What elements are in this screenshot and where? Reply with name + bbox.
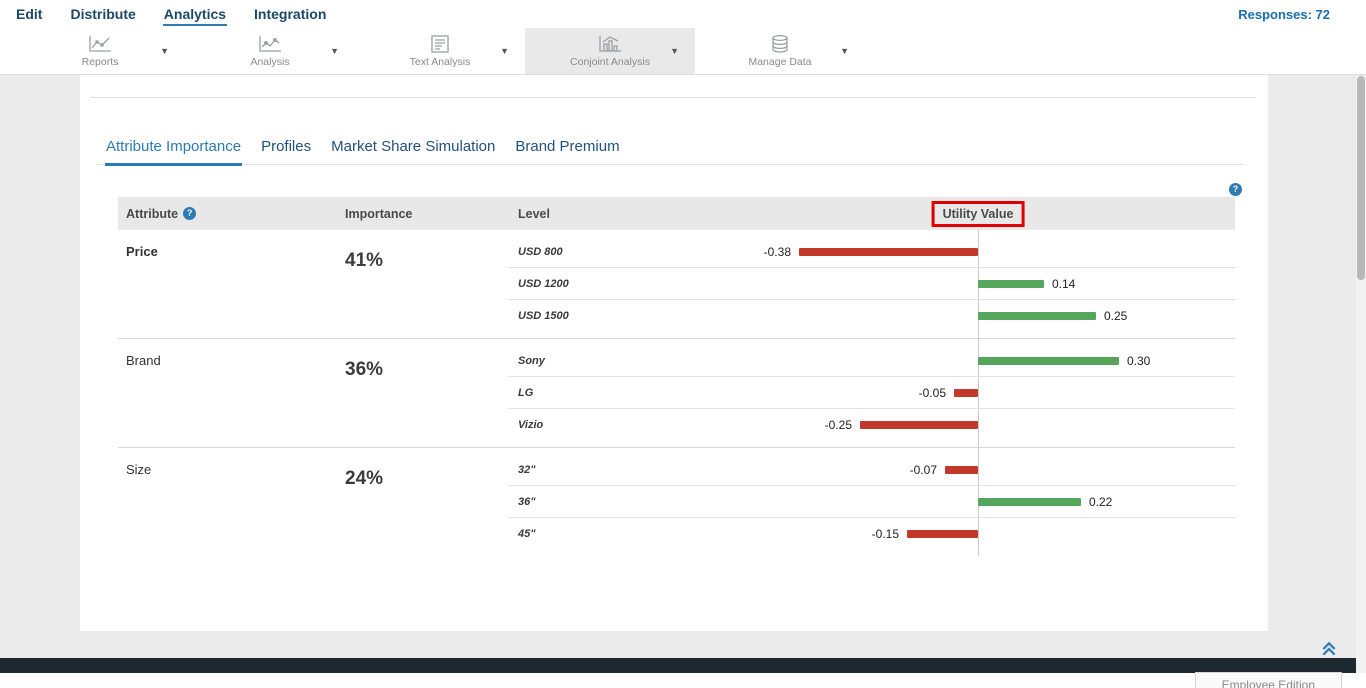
toolbar-item-label: Manage Data bbox=[748, 56, 812, 68]
tab-market-share-simulation[interactable]: Market Share Simulation bbox=[331, 138, 496, 155]
attribute-group-size: Size 24% 32" -0.07 36" 0.22 45" bbox=[118, 448, 1235, 556]
utility-value-label: 0.30 bbox=[1127, 353, 1151, 368]
text-analysis-icon bbox=[429, 34, 451, 54]
zero-axis-line bbox=[978, 230, 979, 556]
importance-value: 41% bbox=[345, 250, 384, 271]
toolbar-item-text-analysis[interactable]: Text Analysis ▼ bbox=[355, 28, 525, 74]
responses-count: Responses: 72 bbox=[1238, 6, 1330, 22]
chevron-down-icon[interactable]: ▼ bbox=[500, 46, 509, 56]
header-attribute: Attribute bbox=[126, 206, 179, 221]
utility-bar bbox=[978, 498, 1081, 506]
nav-item-integration[interactable]: Integration bbox=[254, 5, 327, 22]
attribute-help-icon[interactable]: ? bbox=[183, 207, 197, 220]
utility-value-label: 0.25 bbox=[1104, 309, 1128, 323]
toolbar-item-label: Text Analysis bbox=[409, 56, 471, 68]
level-row: Sony 0.30 bbox=[508, 345, 1235, 377]
level-label: 32" bbox=[518, 463, 536, 476]
level-label: LG bbox=[518, 386, 534, 399]
toolbar-item-label: Reports bbox=[81, 56, 119, 68]
header-importance: Importance bbox=[345, 206, 413, 221]
level-label: USD 1500 bbox=[518, 310, 569, 322]
nav-item-analytics[interactable]: Analytics bbox=[162, 3, 228, 26]
level-row: 32" -0.07 bbox=[508, 454, 1235, 486]
scrollbar-thumb[interactable] bbox=[1357, 76, 1365, 280]
level-label: Sony bbox=[518, 354, 545, 367]
utility-value-highlight: Utility Value bbox=[931, 200, 1025, 227]
level-label: 45" bbox=[518, 528, 536, 540]
level-row: USD 1500 0.25 bbox=[508, 300, 1235, 332]
conjoint-tabs: Attribute Importance Profiles Market Sha… bbox=[96, 132, 1244, 166]
level-row: 36" 0.22 bbox=[508, 486, 1235, 518]
analytics-toolbar: Reports ▼ Analysis ▼ Text Analysis ▼ Con… bbox=[0, 28, 1366, 75]
top-nav: Edit Distribute Analytics Integration Re… bbox=[0, 0, 1366, 28]
chevron-down-icon[interactable]: ▼ bbox=[330, 46, 339, 56]
utility-bar bbox=[954, 389, 978, 397]
level-row: Vizio -0.25 bbox=[508, 409, 1235, 441]
nav-item-edit[interactable]: Edit bbox=[16, 5, 43, 22]
utility-value-label: -0.07 bbox=[909, 462, 937, 477]
header-utility-value: Utility Value bbox=[942, 206, 1014, 221]
attribute-importance-table: Attribute ? Importance Level Utility Val… bbox=[118, 197, 1235, 556]
toolbar-item-label: Analysis bbox=[250, 56, 290, 68]
utility-bar bbox=[978, 312, 1096, 320]
level-label: 36" bbox=[518, 495, 536, 508]
table-header-row: Attribute ? Importance Level Utility Val… bbox=[118, 197, 1235, 230]
importance-value: 24% bbox=[345, 468, 384, 489]
utility-bar bbox=[978, 280, 1044, 288]
utility-bar bbox=[860, 421, 978, 429]
help-icon[interactable]: ? bbox=[1229, 183, 1242, 196]
edition-badge: Employee Edition bbox=[1194, 672, 1342, 688]
database-icon bbox=[769, 34, 791, 54]
table-body: Price 41% USD 800 -0.38 USD 1200 0.14 US… bbox=[118, 230, 1235, 556]
toolbar-item-manage-data[interactable]: Manage Data ▼ bbox=[695, 28, 865, 74]
attribute-group-price: Price 41% USD 800 -0.38 USD 1200 0.14 US… bbox=[118, 230, 1235, 339]
attribute-name: Size bbox=[126, 462, 152, 477]
scroll-to-top-button[interactable] bbox=[1320, 640, 1338, 663]
level-row: USD 800 -0.38 bbox=[508, 236, 1235, 268]
utility-value-label: 0.14 bbox=[1052, 276, 1076, 291]
toolbar-item-reports[interactable]: Reports ▼ bbox=[15, 28, 185, 74]
utility-bar bbox=[945, 466, 978, 474]
tab-attribute-importance[interactable]: Attribute Importance bbox=[96, 132, 251, 166]
double-chevron-up-icon bbox=[1322, 641, 1336, 656]
utility-bar bbox=[907, 530, 978, 538]
toolbar-item-label: Conjoint Analysis bbox=[570, 56, 650, 68]
utility-value-label: 0.22 bbox=[1089, 494, 1113, 509]
chevron-down-icon[interactable]: ▼ bbox=[670, 46, 679, 56]
attribute-name: Price bbox=[126, 244, 158, 259]
attribute-group-brand: Brand 36% Sony 0.30 LG -0.05 Vizio bbox=[118, 339, 1235, 448]
content-card: Attribute Importance Profiles Market Sha… bbox=[80, 75, 1268, 631]
vertical-scrollbar[interactable] bbox=[1356, 76, 1366, 673]
level-label: Vizio bbox=[518, 419, 544, 431]
chevron-down-icon[interactable]: ▼ bbox=[160, 46, 169, 56]
conjoint-analysis-icon bbox=[597, 34, 623, 54]
utility-value-label: -0.25 bbox=[824, 418, 852, 432]
tab-brand-premium[interactable]: Brand Premium bbox=[515, 138, 620, 155]
utility-bar bbox=[978, 357, 1119, 365]
footer-bar bbox=[0, 658, 1366, 673]
toolbar-item-analysis[interactable]: Analysis ▼ bbox=[185, 28, 355, 74]
level-row: USD 1200 0.14 bbox=[508, 268, 1235, 300]
level-label: USD 800 bbox=[518, 245, 563, 258]
nav-item-distribute[interactable]: Distribute bbox=[70, 5, 136, 22]
utility-value-label: -0.15 bbox=[871, 527, 899, 541]
reports-chart-icon bbox=[87, 34, 113, 54]
importance-value: 36% bbox=[345, 359, 384, 380]
tab-profiles[interactable]: Profiles bbox=[261, 138, 312, 155]
level-row: LG -0.05 bbox=[508, 377, 1235, 409]
header-level: Level bbox=[518, 206, 550, 221]
toolbar-item-conjoint-analysis[interactable]: Conjoint Analysis ▼ bbox=[525, 28, 695, 74]
level-label: USD 1200 bbox=[518, 277, 569, 290]
utility-bar bbox=[799, 248, 978, 256]
chevron-down-icon[interactable]: ▼ bbox=[840, 46, 849, 56]
utility-value-label: -0.38 bbox=[763, 244, 791, 259]
section-divider bbox=[90, 97, 1256, 98]
level-row: 45" -0.15 bbox=[508, 518, 1235, 550]
attribute-name: Brand bbox=[126, 353, 161, 368]
utility-value-label: -0.05 bbox=[918, 385, 946, 400]
analysis-chart-icon bbox=[257, 34, 283, 54]
